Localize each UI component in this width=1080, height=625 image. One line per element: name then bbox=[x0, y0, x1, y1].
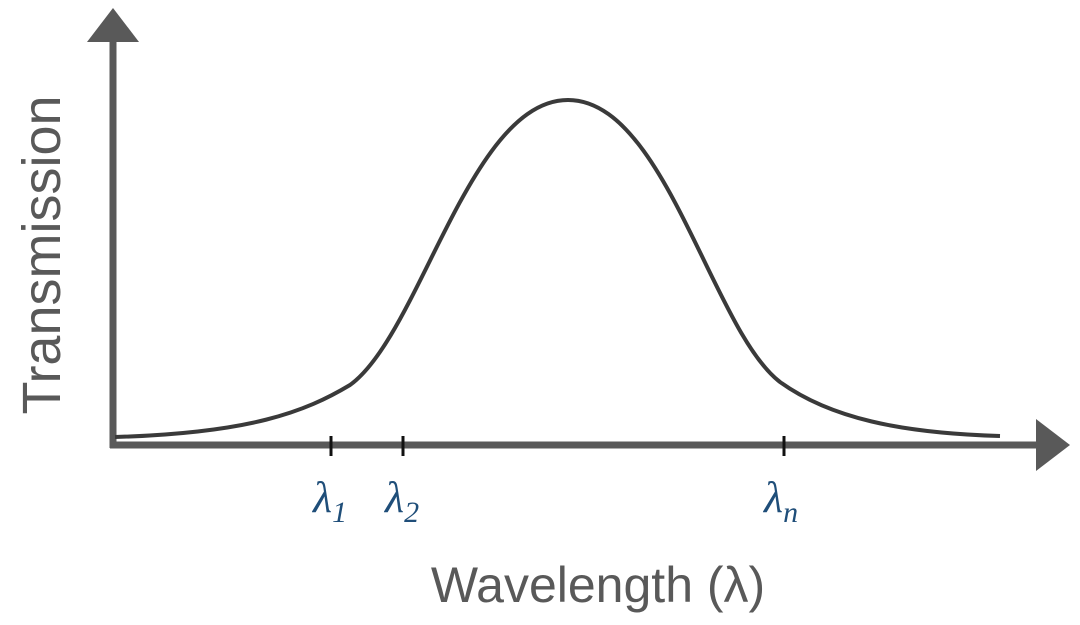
tick-subscript: 1 bbox=[332, 496, 347, 529]
tick-symbol: λ bbox=[762, 473, 783, 522]
tick-subscript: n bbox=[783, 496, 798, 529]
tick-label: λn bbox=[762, 473, 798, 529]
tick-subscript: 2 bbox=[404, 496, 419, 529]
transmission-curve bbox=[114, 97, 1001, 439]
x-axis-arrow bbox=[1036, 419, 1070, 471]
y-axis-arrow bbox=[87, 8, 139, 42]
tick-symbol: λ bbox=[383, 473, 404, 522]
tick-symbol: λ bbox=[311, 473, 332, 522]
y-axis-title: Transmission bbox=[12, 95, 72, 414]
x-axis-title: Wavelength (λ) bbox=[431, 557, 765, 613]
tick-label: λ2 bbox=[383, 473, 419, 529]
tick-label: λ1 bbox=[311, 473, 347, 529]
